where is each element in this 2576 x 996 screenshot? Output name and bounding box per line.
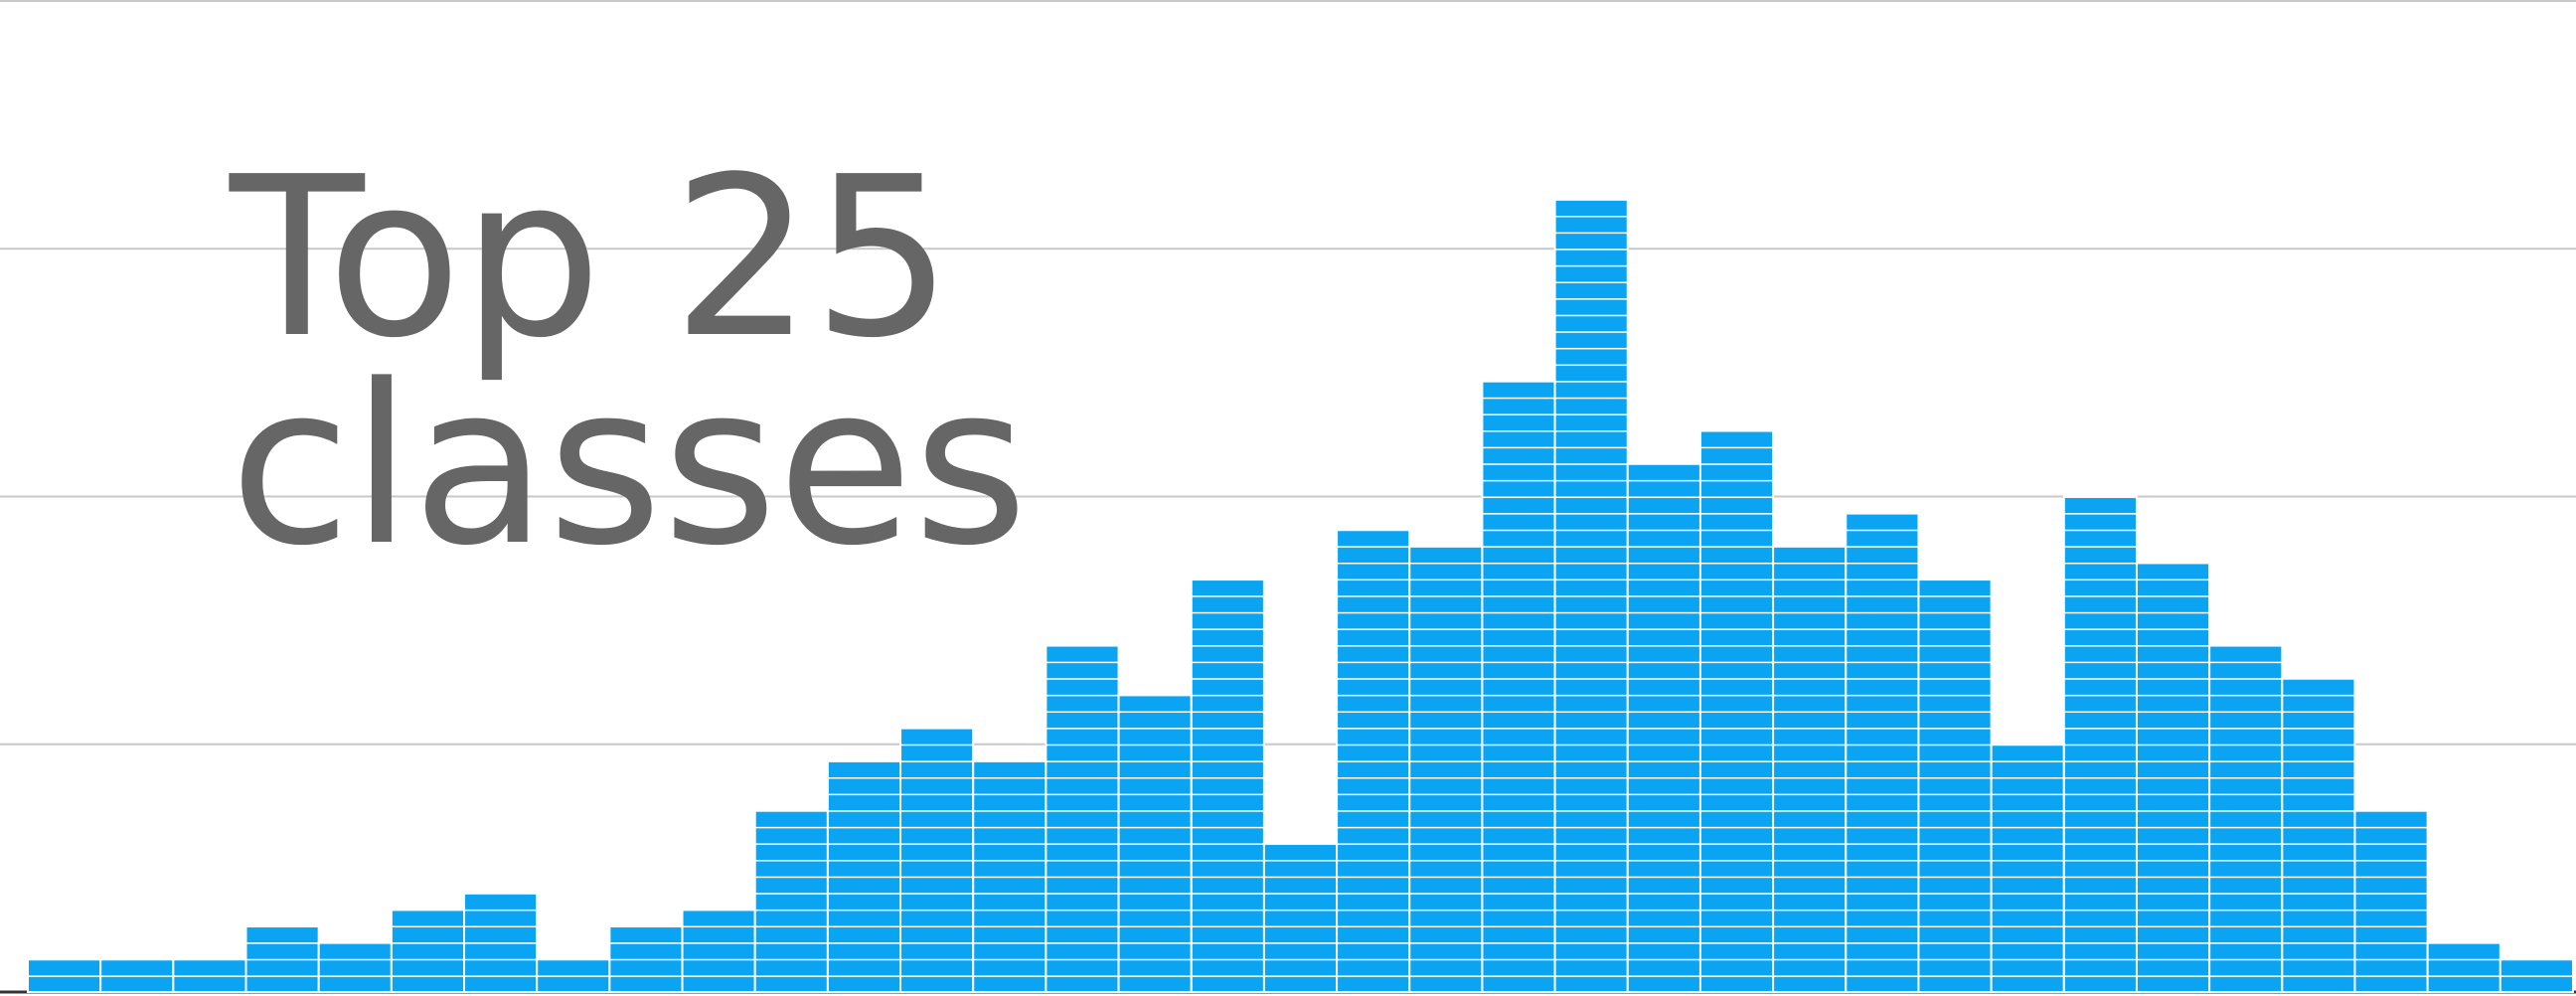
chart-title-line: Top 25 (229, 130, 953, 387)
bar-cells (682, 909, 755, 992)
bar-cells (754, 810, 828, 992)
bar-cells (318, 942, 392, 992)
bar-cells (2063, 496, 2137, 992)
bar-cells (1991, 744, 2064, 992)
bar-cells (900, 728, 974, 992)
bar-cells (609, 925, 683, 992)
bar-cells (827, 760, 901, 992)
bar-cells (1554, 199, 1628, 992)
bar-cells (2209, 645, 2283, 992)
bar-cells (391, 909, 465, 992)
bar-cells (173, 958, 246, 992)
bar-cells (464, 893, 538, 992)
bars (27, 198, 2575, 994)
bar-cells (1482, 381, 1555, 992)
bar-cells (1337, 529, 1410, 992)
bar-cells (1118, 694, 1192, 992)
bar-cells (973, 760, 1046, 992)
bar-cells (537, 958, 610, 992)
bar-cells (100, 958, 174, 992)
bar-cells (2354, 810, 2428, 992)
bar-cells (2427, 942, 2500, 992)
bar-cells (1918, 579, 1992, 992)
bar-cells (1409, 546, 1483, 992)
chart-title-line: classes (230, 338, 1028, 594)
bar-cells (1627, 463, 1700, 992)
bar-cells (1191, 579, 1264, 992)
bar-cells (2136, 562, 2210, 992)
bar-cells (1263, 843, 1338, 992)
bar-cells (2282, 678, 2355, 992)
bar-cells (1846, 513, 1919, 992)
bar-cells (1046, 645, 1119, 992)
bar-cells (1699, 430, 1774, 992)
bar-cells (2499, 958, 2573, 992)
bar-cells (245, 925, 319, 992)
bar-cells (1773, 546, 1847, 992)
bar-cells (28, 958, 101, 992)
